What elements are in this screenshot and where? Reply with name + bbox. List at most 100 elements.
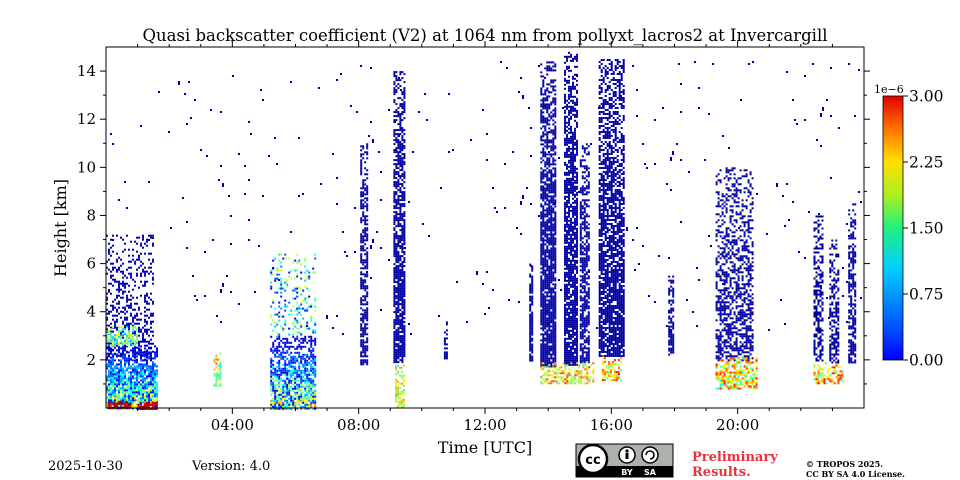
heatmap-cell (292, 321, 295, 324)
heatmap-cell (574, 55, 576, 58)
heatmap-cell (152, 385, 154, 388)
heatmap-cell (401, 361, 404, 364)
heatmap-cell (397, 143, 400, 146)
heatmap-cell (144, 266, 146, 269)
heatmap-cell (286, 391, 289, 394)
heatmap-cell (270, 381, 273, 384)
heatmap-cell (529, 317, 532, 320)
heatmap-cell (572, 83, 574, 86)
heatmap-cell (108, 290, 110, 293)
heatmap-cell (546, 341, 549, 344)
heatmap-cell (132, 350, 134, 353)
heatmap-cell (300, 385, 303, 388)
heatmap-cell (142, 401, 144, 404)
heatmap-cell (106, 352, 108, 355)
heatmap-cell (572, 109, 574, 112)
heatmap-cell (399, 73, 402, 76)
heatmap-cell (564, 229, 566, 232)
heatmap-cell (403, 331, 406, 334)
heatmap-cell (546, 209, 549, 212)
heatmap-cell (364, 355, 367, 358)
heatmap-cell (550, 267, 553, 270)
heatmap-cell (572, 133, 574, 136)
heatmap-cell (554, 305, 557, 308)
heatmap-cell (568, 191, 570, 194)
heatmap-cell (574, 73, 576, 76)
heatmap-cell (570, 165, 572, 168)
heatmap-cell (564, 123, 566, 126)
heatmap-cell (564, 277, 566, 280)
heatmap-cell (397, 394, 399, 397)
heatmap-cell (270, 323, 273, 326)
heatmap-cell (552, 359, 555, 362)
heatmap-cell (395, 119, 398, 122)
heatmap-cell (550, 211, 553, 214)
heatmap-cell (554, 65, 557, 68)
heatmap-cell (393, 71, 396, 74)
heatmap-cell (152, 357, 154, 360)
heatmap-cell (572, 155, 574, 158)
heatmap-cell (546, 287, 549, 290)
heatmap-cell (146, 244, 148, 247)
heatmap-cell (302, 405, 305, 408)
heatmap-cell (552, 289, 555, 292)
heatmap-cell (134, 262, 136, 265)
heatmap-cell (550, 131, 553, 134)
heatmap-cell (124, 375, 126, 378)
heatmap-cell (570, 223, 572, 226)
heatmap-cell (393, 221, 396, 224)
heatmap-cell (399, 161, 402, 164)
heatmap-cell (397, 337, 400, 340)
heatmap-cell (108, 401, 110, 404)
heatmap-cell (145, 402, 148, 404)
heatmap-cell (138, 344, 140, 347)
heatmap-cell (395, 317, 398, 320)
heatmap-cell (542, 177, 545, 180)
heatmap-cell (583, 189, 586, 192)
heatmap-cell (312, 339, 315, 342)
heatmap-cell (548, 61, 551, 64)
heatmap-cell (310, 367, 313, 370)
heatmap-cell (298, 389, 301, 392)
heatmap-cell (286, 389, 289, 392)
heatmap-cell (568, 229, 570, 232)
heatmap-cell (395, 277, 398, 280)
heatmap-cell (298, 339, 301, 342)
heatmap-cell (576, 353, 578, 356)
heatmap-cell (564, 183, 566, 186)
heatmap-cell (296, 321, 299, 324)
heatmap-cell (397, 123, 400, 126)
heatmap-cell (366, 267, 369, 270)
heatmap-cell (306, 399, 309, 402)
heatmap-cell (401, 357, 404, 360)
heatmap-cell (544, 263, 547, 266)
heatmap-cell (581, 213, 584, 216)
heatmap-cell (572, 229, 574, 232)
heatmap-cell (312, 391, 315, 394)
heatmap-cell (401, 345, 404, 348)
heatmap-cell (554, 225, 557, 228)
heatmap-cell (552, 115, 555, 118)
heatmap-cell (126, 389, 128, 392)
heatmap-cell (312, 401, 315, 404)
heatmap-cell (282, 401, 285, 404)
heatmap-cell (360, 301, 363, 304)
heatmap-cell (397, 129, 400, 132)
heatmap-cell (280, 269, 283, 272)
heatmap-cell (572, 151, 574, 154)
heatmap-cell (395, 273, 398, 276)
heatmap-cell (550, 117, 553, 120)
heatmap-cell (360, 145, 363, 148)
heatmap-cell (393, 73, 396, 76)
heatmap-cell (124, 359, 126, 362)
heatmap-cell (274, 339, 277, 342)
heatmap-cell (579, 359, 582, 362)
heatmap-cell (564, 327, 566, 330)
heatmap-cell (546, 163, 549, 166)
heatmap-cell (568, 179, 570, 182)
heatmap-cell (302, 369, 305, 372)
heatmap-cell (542, 315, 545, 318)
heatmap-cell (548, 157, 551, 160)
heatmap-cell (546, 147, 549, 150)
